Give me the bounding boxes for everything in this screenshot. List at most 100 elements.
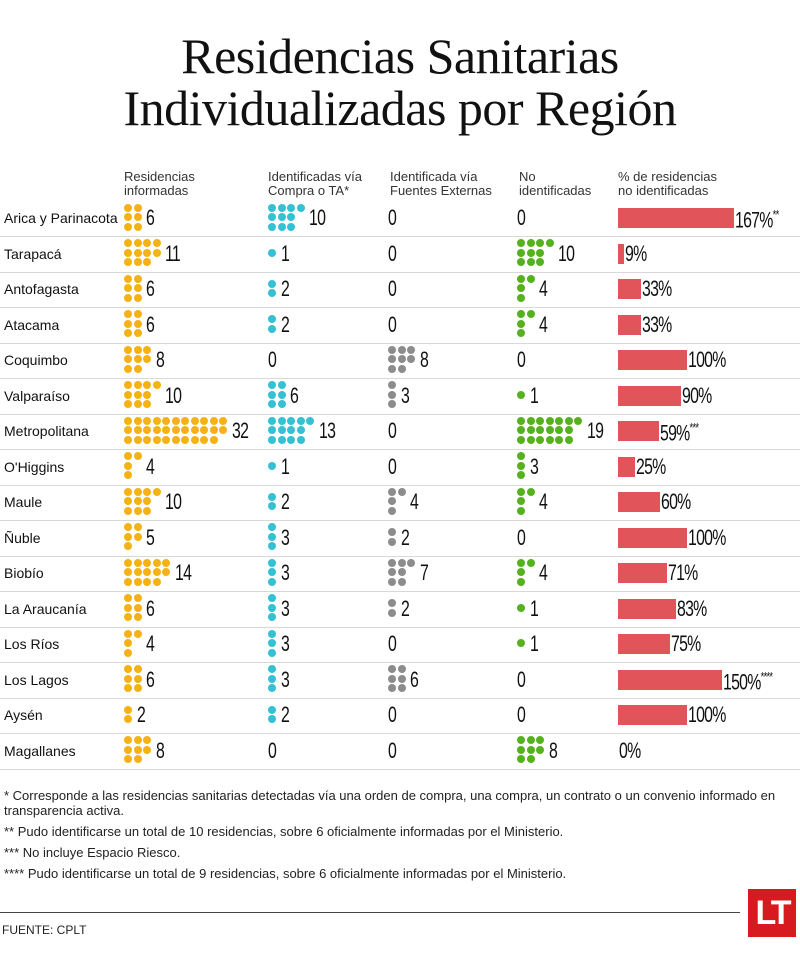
cell-informadas: 6 — [124, 271, 157, 307]
dot — [397, 665, 406, 674]
informadas-dot-grid — [124, 705, 134, 725]
cell-fuentes-externas: 0 — [388, 200, 399, 236]
cell-pct: 25% — [618, 449, 677, 485]
cell-pct: 167%** — [618, 200, 795, 236]
dot — [133, 319, 142, 328]
compra-ta-dot-grid — [268, 629, 278, 659]
dot — [268, 568, 276, 577]
table-row: Los Ríos 4 3 0 1 75% — [0, 626, 800, 663]
compra-ta-dot-grid — [268, 248, 278, 259]
no-identificadas-value: 4 — [539, 489, 548, 514]
dot — [517, 274, 525, 283]
dot — [526, 435, 535, 444]
pct-label: 33% — [641, 311, 672, 337]
dot — [517, 639, 525, 648]
dot — [388, 665, 396, 674]
dot — [388, 674, 396, 683]
dot — [268, 502, 276, 510]
dot — [124, 532, 132, 541]
dot — [388, 599, 396, 607]
cell-pct: 0% — [618, 733, 649, 769]
footnote-marker: *** — [689, 420, 700, 436]
dot — [124, 400, 132, 409]
region-name: Arica y Parinacota — [4, 210, 118, 226]
cell-no-identificadas: 0 — [517, 342, 528, 378]
header-noid-line2: identificadas — [519, 183, 592, 198]
informadas-dot-grid — [124, 310, 143, 339]
dot — [143, 568, 151, 577]
dot — [181, 416, 189, 425]
dot — [152, 381, 161, 390]
cell-informadas: 32 — [124, 413, 254, 449]
fuentes-externas-value: 6 — [410, 666, 419, 692]
cell-pct: 100% — [618, 342, 741, 378]
header-fuentes-externas: Identificada vía Fuentes Externas — [390, 170, 492, 198]
dot — [517, 461, 525, 470]
dot — [268, 532, 276, 541]
fuentes-externas-dot-grid — [388, 665, 407, 694]
dot — [517, 506, 525, 515]
dot — [133, 603, 142, 612]
cell-pct: 90% — [618, 378, 723, 414]
informadas-dot-grid — [124, 239, 162, 268]
dot — [268, 203, 276, 212]
cell-fuentes-externas: 0 — [388, 697, 399, 733]
compra-ta-dot-grid — [268, 594, 278, 623]
informadas-dot-grid — [124, 558, 172, 588]
dot — [133, 381, 142, 390]
dot — [124, 426, 132, 435]
pct-bar — [618, 563, 668, 583]
informadas-value: 5 — [146, 524, 155, 550]
compra-ta-value: 3 — [280, 560, 290, 585]
header-pct-line1: % de residencias — [618, 169, 717, 184]
dot — [277, 203, 286, 212]
dot — [124, 674, 132, 683]
dot — [397, 568, 406, 577]
cell-pct: 9% — [618, 236, 655, 272]
dot — [397, 487, 406, 496]
dot — [152, 558, 161, 567]
dot — [124, 452, 132, 461]
dot — [143, 435, 151, 444]
dot — [388, 400, 396, 409]
cell-fuentes-externas: 0 — [388, 236, 399, 272]
dot — [287, 213, 295, 222]
dot — [124, 715, 132, 723]
dot — [536, 426, 544, 435]
cell-fuentes-externas: 2 — [388, 591, 412, 627]
dot — [152, 426, 161, 435]
dot — [517, 745, 525, 754]
dot — [296, 416, 305, 425]
table-row: La Araucanía 6 3 2 1 83% — [0, 591, 800, 628]
dot — [388, 345, 396, 354]
dot — [162, 558, 170, 567]
source-label: FUENTE: CPLT — [2, 923, 87, 937]
dot — [124, 665, 132, 674]
cell-compra-ta: 1 — [268, 236, 292, 272]
dot — [133, 745, 142, 754]
compra-ta-value: 3 — [280, 666, 290, 692]
no-identificadas-dot-grid — [517, 452, 527, 481]
dot — [162, 426, 170, 435]
footnotes: * Corresponde a las residencias sanitari… — [4, 788, 794, 887]
dot — [171, 416, 180, 425]
dot — [152, 577, 161, 586]
dot — [517, 471, 525, 480]
no-identificadas-value: 1 — [529, 595, 539, 621]
dot — [517, 248, 525, 257]
no-identificadas-dot-grid — [517, 390, 527, 401]
dot — [526, 248, 535, 257]
cell-no-identificadas: 1 — [517, 591, 541, 627]
dot — [124, 239, 132, 248]
no-identificadas-value: 0 — [517, 524, 526, 550]
dot — [133, 400, 142, 409]
compra-ta-dot-grid — [268, 381, 287, 410]
no-identificadas-dot-grid — [517, 487, 536, 517]
region-name: O'Higgins — [4, 458, 65, 475]
fuentes-externas-value: 0 — [388, 631, 397, 656]
dot — [545, 426, 554, 435]
compra-ta-dot-grid — [268, 461, 278, 472]
dot — [124, 542, 132, 551]
compra-ta-value: 3 — [280, 631, 290, 656]
cell-compra-ta: 10 — [268, 200, 331, 236]
